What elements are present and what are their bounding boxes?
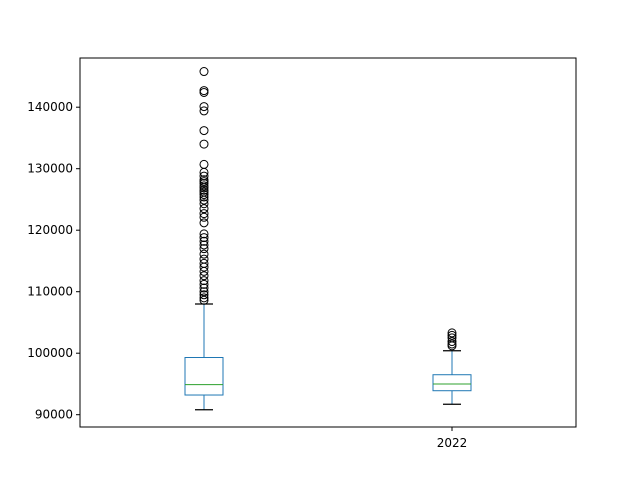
- y-tick-label: 100000: [27, 346, 73, 360]
- outlier-point: [199, 167, 209, 177]
- outlier-point: [447, 341, 457, 351]
- box-group: [184, 67, 224, 411]
- outlier-point: [199, 295, 209, 305]
- y-tick-label: 130000: [27, 162, 73, 176]
- outlier-point: [199, 183, 209, 193]
- outlier-point: [199, 178, 209, 188]
- iqr-box: [184, 357, 224, 396]
- outlier-point: [199, 192, 209, 202]
- outlier-point: [199, 233, 209, 243]
- outlier-point: [199, 240, 209, 250]
- outlier-point: [199, 190, 209, 200]
- outlier-point: [199, 266, 209, 276]
- outlier-point: [199, 171, 209, 181]
- x-axis: 2022: [437, 427, 468, 450]
- outlier-point: [199, 287, 209, 297]
- y-tick-label: 140000: [27, 100, 73, 114]
- outlier-point: [199, 244, 209, 254]
- outlier-point: [199, 293, 209, 303]
- y-axis: 90000 100000 110000 120000 130000 140000: [27, 100, 80, 422]
- outlier-point: [447, 328, 457, 338]
- outlier-point: [199, 209, 209, 219]
- outlier-point: [199, 249, 209, 259]
- outlier-point: [199, 139, 209, 149]
- outlier-point: [199, 276, 209, 286]
- outlier-point: [199, 126, 209, 136]
- outlier-point: [199, 195, 209, 205]
- outlier-point: [199, 212, 209, 222]
- outlier-point: [199, 86, 209, 96]
- plot-area-frame: [79, 57, 577, 428]
- outlier-point: [199, 262, 209, 272]
- outlier-point: [199, 87, 209, 97]
- boxes-layer: [184, 67, 472, 411]
- iqr-box: [432, 374, 472, 392]
- outlier-point: [199, 279, 209, 289]
- box-group: [432, 328, 472, 405]
- outlier-point: [199, 204, 209, 214]
- outlier-point: [199, 229, 209, 239]
- x-tick-label: 2022: [437, 436, 468, 450]
- outlier-point: [199, 218, 209, 228]
- y-tick-label: 120000: [27, 223, 73, 237]
- outlier-point: [199, 199, 209, 209]
- y-tick-label: 90000: [35, 408, 73, 422]
- outlier-point: [199, 236, 209, 246]
- outlier-point: [447, 337, 457, 347]
- outlier-point: [199, 283, 209, 293]
- outlier-point: [199, 102, 209, 112]
- y-tick-label: 110000: [27, 285, 73, 299]
- outlier-point: [199, 271, 209, 281]
- outlier-point: [199, 106, 209, 116]
- outlier-point: [447, 330, 457, 340]
- outlier-point: [199, 67, 209, 77]
- outlier-point: [199, 159, 209, 169]
- outlier-point: [199, 290, 209, 300]
